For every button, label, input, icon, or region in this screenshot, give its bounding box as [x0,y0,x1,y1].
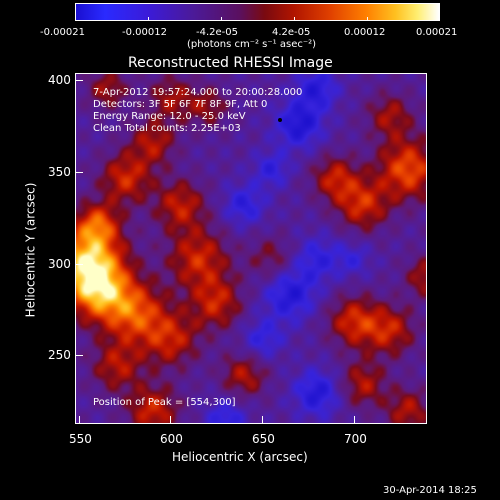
colorbar-tick-label: 0.00021 [416,27,458,38]
chart-title: Reconstructed RHESSI Image [128,55,333,71]
x-tick-label: 550 [69,432,92,446]
colorbar-tick-mark [75,17,76,21]
colorbar-tick-label: 0.00012 [344,27,386,38]
colorbar-tick-label: -0.00021 [40,27,85,38]
y-tickmark [75,355,83,356]
colorbar [75,3,440,21]
x-tickmark [262,416,263,424]
annotation-time: 7-Apr-2012 19:57:24.000 to 20:00:28.000 [93,87,303,98]
annotation-peak: Position of Peak = [554,300] [93,397,236,408]
x-tick-label: 600 [160,432,183,446]
heatmap-image [76,74,426,423]
peak-marker [278,118,282,122]
colorbar-tick-mark [221,17,222,21]
colorbar-tick-mark [148,17,149,21]
x-axis-label: Heliocentric X (arcsec) [172,450,308,464]
y-tickmark [75,172,83,173]
y-tickmark [75,80,83,81]
colorbar-tick-label: -0.00012 [122,27,167,38]
x-tick-label: 650 [252,432,275,446]
annotation-energy: Energy Range: 12.0 - 25.0 keV [93,111,246,122]
y-tickmark [75,264,83,265]
colorbar-tick-label: -4.2e-05 [196,27,238,38]
y-tick-label: 300 [48,257,71,271]
colorbar-tick-label: 4.2e-05 [272,27,311,38]
x-tickmark [170,416,171,424]
footer-date: 30-Apr-2014 18:25 [383,485,477,496]
annotation-counts: Clean Total counts: 2.25E+03 [93,123,241,134]
y-tick-label: 350 [48,165,71,179]
x-tick-label: 700 [344,432,367,446]
plot-area [75,73,427,424]
colorbar-tick-mark [367,17,368,21]
y-axis-label: Heliocentric Y (arcsec) [23,182,38,318]
colorbar-unit-label: (photons cm⁻² s⁻¹ asec⁻²) [187,39,317,50]
y-tick-label: 400 [48,73,71,87]
colorbar-tick-mark [294,17,295,21]
annotation-detectors: Detectors: 3F 5F 6F 7F 8F 9F, Att 0 [93,99,268,110]
y-tick-label: 250 [48,348,71,362]
x-tickmark [79,416,80,424]
colorbar-tick-mark [439,17,440,21]
x-tickmark [354,416,355,424]
